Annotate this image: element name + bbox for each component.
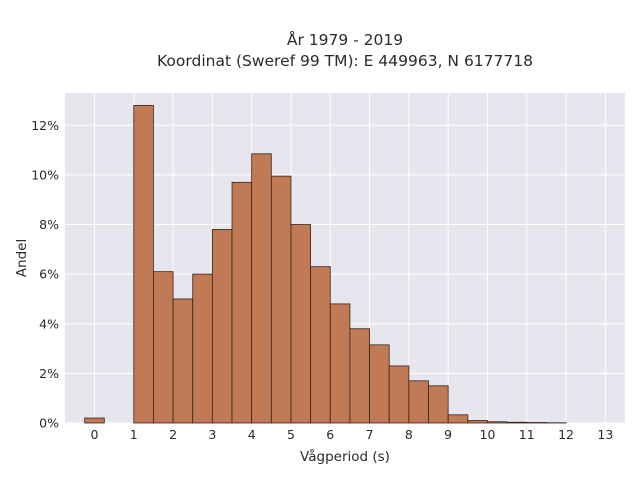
y-tick-label: 8% (39, 217, 59, 232)
histogram-bar (231, 181, 253, 424)
x-axis-ticks: 0 1 2 3 4 5 6 7 8 9 10 11 12 13 (90, 427, 613, 442)
x-tick-label: 0 (90, 427, 98, 442)
histogram-bar (270, 175, 292, 424)
x-tick-label: 12 (558, 427, 574, 442)
bars (84, 105, 567, 424)
histogram-bar (349, 328, 370, 424)
histogram-bar (133, 105, 154, 424)
histogram-bar (192, 273, 213, 424)
x-tick-label: 10 (480, 427, 496, 442)
y-axis-title: Andel (14, 239, 30, 277)
histogram-bar (84, 417, 105, 424)
y-tick-label: 2% (39, 366, 59, 381)
chart-subtitle: Koordinat (Sweref 99 TM): E 449963, N 61… (157, 52, 533, 70)
y-tick-label: 6% (39, 267, 59, 282)
histogram-bar (388, 365, 410, 424)
x-axis-title: Vågperiod (s) (300, 448, 390, 465)
chart-title: År 1979 - 2019 (287, 30, 403, 49)
x-tick-label: 6 (326, 427, 334, 442)
x-tick-label: 5 (287, 427, 295, 442)
histogram-bar (487, 421, 508, 424)
histogram-bar (251, 153, 272, 424)
y-axis-ticks: 0% 2% 4% 6% 8% 10% 12% (31, 118, 59, 431)
x-tick-label: 8 (405, 427, 413, 442)
histogram-bar (428, 385, 449, 424)
histogram-bar (153, 271, 174, 424)
histogram-bar (290, 224, 312, 424)
histogram-bar (408, 380, 429, 424)
x-tick-label: 3 (208, 427, 216, 442)
x-tick-label: 9 (444, 427, 452, 442)
histogram-bar (369, 344, 390, 424)
histogram-bar (172, 298, 194, 424)
x-tick-label: 13 (597, 427, 613, 442)
x-tick-label: 11 (519, 427, 535, 442)
x-tick-label: 4 (248, 427, 256, 442)
histogram-bar (310, 266, 331, 424)
histogram-bar (211, 229, 233, 424)
histogram-bar (329, 303, 351, 424)
y-tick-label: 12% (31, 118, 59, 133)
histogram-bar (506, 421, 528, 424)
y-tick-label: 10% (31, 167, 59, 182)
histogram-bar (447, 414, 469, 424)
y-tick-label: 4% (39, 316, 59, 331)
histogram-bar (467, 420, 488, 424)
x-tick-label: 1 (130, 427, 138, 442)
x-tick-label: 2 (169, 427, 177, 442)
x-tick-label: 7 (366, 427, 374, 442)
y-tick-label: 0% (39, 416, 59, 431)
